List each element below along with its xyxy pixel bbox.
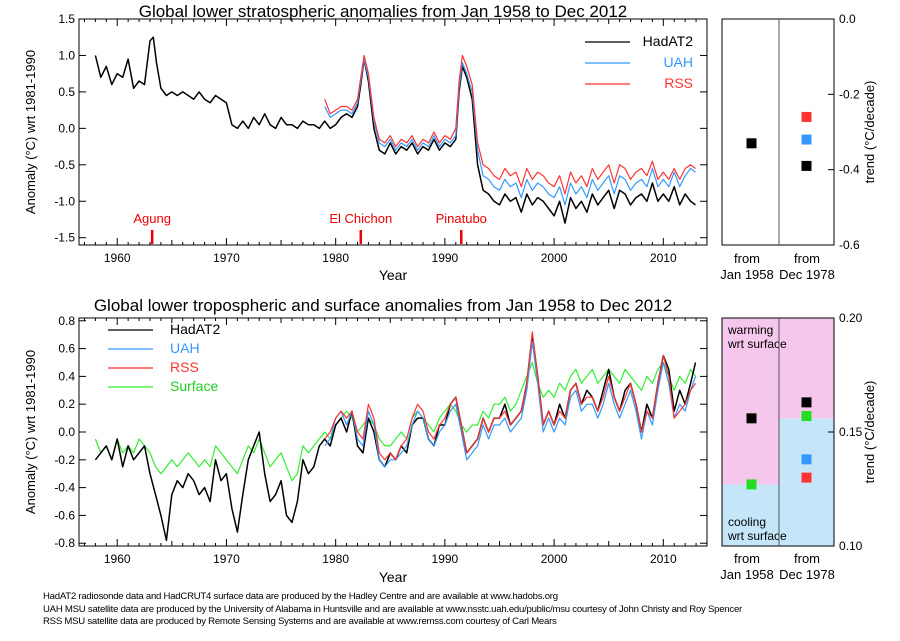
y-tick-label: 0.8 [58, 314, 75, 328]
legend-label-uah: UAH [663, 54, 693, 70]
x-tick-label: 2010 [650, 552, 677, 566]
cooling-label-line1: cooling [728, 515, 766, 529]
legend-label-uah: UAH [170, 340, 200, 356]
legend-label-hadat2: HadAT2 [643, 33, 694, 49]
trend-point-hadat2 [746, 138, 757, 149]
x-tick-label: 1990 [432, 552, 459, 566]
trend-point-surface [801, 411, 812, 422]
trend-y-tick-label: 0.15 [839, 425, 863, 439]
trend-category-line2: Dec 1978 [779, 567, 835, 582]
credit-line-hadat2: HadAT2 radiosonde data and HadCRUT4 surf… [43, 591, 558, 602]
trend-y-tick-label: 0.10 [839, 539, 863, 553]
warming-label-line2: wrt surface [727, 337, 787, 351]
series-line-hadat2 [94, 36, 696, 224]
trend-axis-label: trend (°C/decade) [862, 381, 877, 484]
y-tick-label: -0.4 [54, 481, 75, 495]
trend-category-line2: Dec 1978 [779, 267, 835, 282]
y-tick-label: 0.4 [58, 369, 75, 383]
chart-title: Global lower stratospheric anomalies fro… [139, 2, 628, 21]
y-tick-label: -0.2 [54, 453, 75, 467]
plot-frame [78, 18, 708, 246]
volcano-label-el-chichon: El Chichon [329, 211, 392, 226]
trend-axis-label: trend (°C/decade) [862, 81, 877, 184]
trend-point-hadat2 [801, 397, 812, 408]
x-tick-label: 2000 [541, 552, 568, 566]
y-tick-label: 0.5 [58, 85, 75, 99]
trend-point-hadat2 [801, 160, 812, 171]
trend-y-tick-label: 0.20 [839, 311, 863, 325]
x-axis-label: Year [379, 569, 408, 585]
volcano-label-pinatubo: Pinatubo [436, 211, 487, 226]
x-tick-label: 1970 [213, 251, 240, 265]
series-line-rss [324, 54, 696, 195]
x-tick-label: 1960 [104, 552, 131, 566]
trend-point-uah [801, 454, 812, 465]
y-axis-label: Anomaly (°C) wrt 1981-1990 [23, 50, 38, 214]
trend-point-hadat2 [746, 413, 757, 424]
series-line-rss [324, 331, 696, 461]
legend-label-hadat2: HadAT2 [170, 321, 221, 337]
warming-label-line1: warming [727, 323, 773, 337]
chart-title: Global lower tropospheric and surface an… [94, 296, 672, 315]
x-tick-label: 2010 [650, 251, 677, 265]
trend-category-line1: from [734, 551, 760, 566]
x-tick-label: 1980 [322, 251, 349, 265]
credit-line-uah: UAH MSU satellite data are produced by t… [43, 603, 742, 615]
trend-point-uah [801, 134, 812, 145]
legend-label-surface: Surface [170, 378, 218, 394]
stratosphere-panel: Global lower stratospheric anomalies fro… [23, 2, 877, 283]
trend-category-line1: from [794, 551, 820, 566]
y-tick-label: 0.0 [58, 121, 75, 135]
trend-category-line1: from [734, 251, 760, 266]
trend-frame [721, 18, 835, 246]
x-tick-label: 1970 [213, 552, 240, 566]
y-tick-label: -1.0 [54, 194, 75, 208]
y-tick-label: 1.0 [58, 48, 75, 62]
y-tick-label: -0.8 [54, 536, 75, 550]
y-tick-label: 0.2 [58, 397, 75, 411]
trend-y-tick-label: -0.2 [839, 87, 860, 101]
series-line-uah [324, 58, 696, 206]
cooling-label-line2: wrt surface [727, 529, 787, 543]
y-tick-label: 1.5 [58, 12, 75, 26]
troposphere-panel: Global lower tropospheric and surface an… [23, 296, 877, 585]
trend-category-line1: from [794, 251, 820, 266]
trend-point-rss [801, 111, 812, 122]
legend-label-rss: RSS [664, 75, 693, 91]
trend-point-surface [746, 479, 757, 490]
credit-line-rss: RSS MSU satellite data are produced by R… [43, 616, 557, 627]
trend-y-tick-label: -0.6 [839, 238, 860, 252]
y-tick-label: 0.0 [58, 425, 75, 439]
cooling-zone-left [722, 484, 779, 546]
warming-zone-left [722, 318, 779, 485]
x-tick-label: 1990 [432, 251, 459, 265]
trend-point-rss [801, 472, 812, 483]
y-tick-label: 0.6 [58, 342, 75, 356]
x-tick-label: 2000 [541, 251, 568, 265]
x-axis-label: Year [379, 267, 408, 283]
trend-category-line2: Jan 1958 [720, 567, 774, 582]
trend-category-line2: Jan 1958 [720, 267, 774, 282]
legend-label-rss: RSS [170, 359, 199, 375]
y-tick-label: -0.6 [54, 508, 75, 522]
series-line-surface [94, 361, 696, 482]
volcano-label-agung: Agung [133, 211, 171, 226]
y-axis-label: Anomaly (°C) wrt 1981-1990 [23, 350, 38, 514]
trend-y-tick-label: 0.0 [839, 12, 856, 26]
y-tick-label: -1.5 [54, 231, 75, 245]
y-tick-label: -0.5 [54, 158, 75, 172]
series-line-uah [324, 341, 697, 468]
x-tick-label: 1960 [104, 251, 131, 265]
credits-block: HadAT2 radiosonde data and HadCRUT4 surf… [43, 591, 893, 629]
trend-y-tick-label: -0.4 [839, 163, 860, 177]
x-tick-label: 1980 [322, 552, 349, 566]
